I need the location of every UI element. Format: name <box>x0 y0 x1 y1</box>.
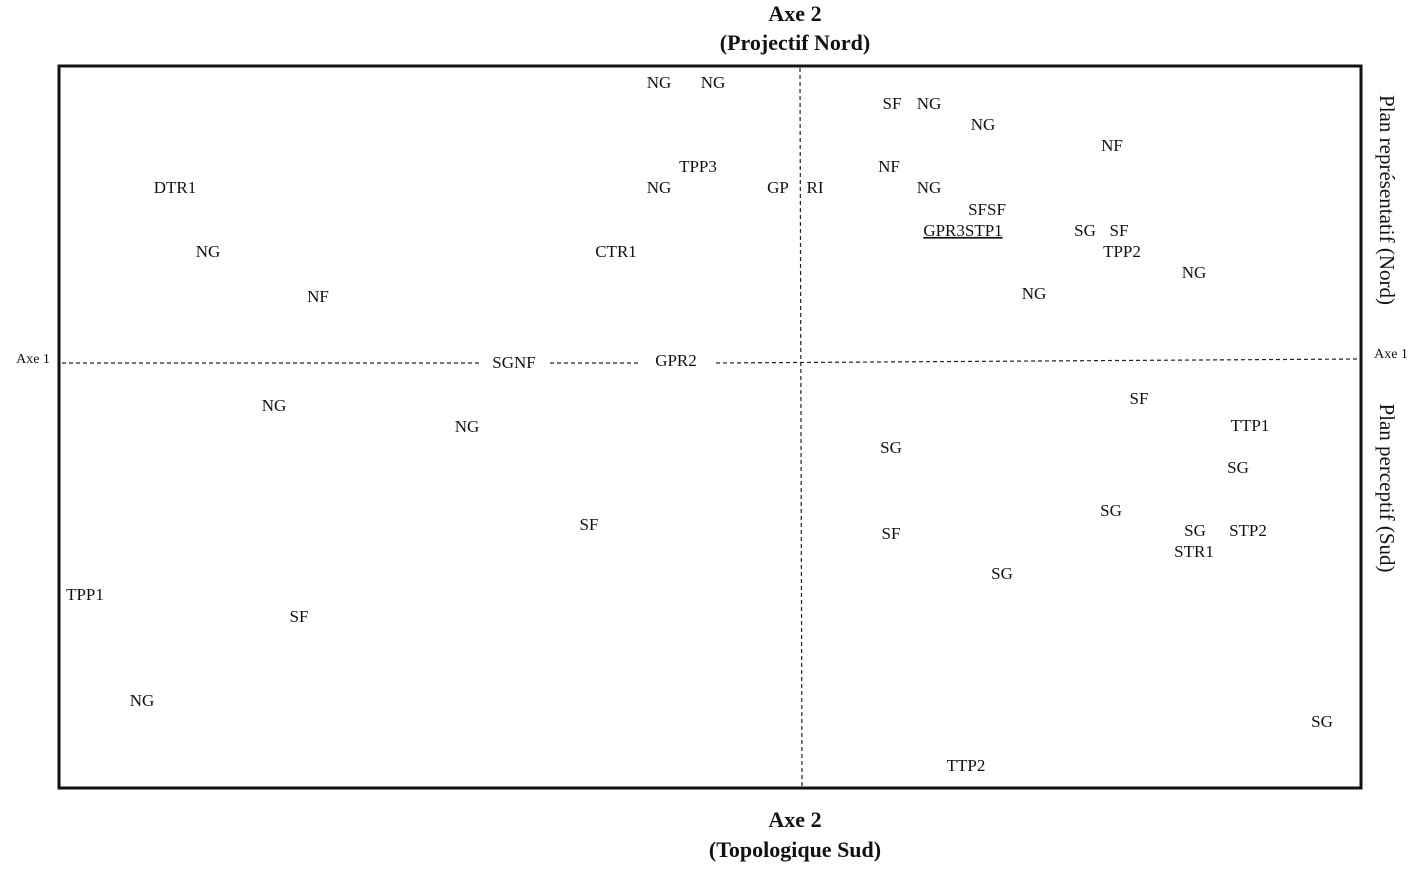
point-label: SFSF <box>968 200 1006 219</box>
point-label: CTR1 <box>595 242 637 261</box>
point-label: TTP2 <box>947 756 986 775</box>
axis1-left-label: Axe 1 <box>16 352 50 367</box>
point-label: SF <box>580 515 599 534</box>
point-label: SG <box>1074 221 1096 240</box>
point-label: NG <box>647 73 672 92</box>
point-label: NF <box>878 157 900 176</box>
point-label: SG <box>991 564 1013 583</box>
point-label: NG <box>130 691 155 710</box>
point-label: DTR1 <box>154 178 197 197</box>
bottom-title: Axe 2 <box>768 807 821 832</box>
point-label: SG <box>1100 501 1122 520</box>
point-label: NG <box>455 417 480 436</box>
point-label: NG <box>1182 263 1207 282</box>
point-label: SG <box>1311 712 1333 731</box>
point-label: NG <box>1022 284 1047 303</box>
point-label: NG <box>971 115 996 134</box>
point-label: GPR2 <box>655 351 697 370</box>
point-label: RI <box>807 178 824 197</box>
point-label: SF <box>882 524 901 543</box>
point-label: TPP2 <box>1103 242 1141 261</box>
point-label: SG <box>880 438 902 457</box>
point-label: NF <box>1101 136 1123 155</box>
frame <box>57 64 1363 790</box>
top-subtitle: (Projectif Nord) <box>720 30 870 55</box>
point-label: NG <box>917 94 942 113</box>
point-label: SF <box>290 607 309 626</box>
point-label: SGNF <box>492 353 535 372</box>
point-label: GP <box>767 178 789 197</box>
point-label: STP2 <box>1229 521 1267 540</box>
point-label: TPP1 <box>66 585 104 604</box>
top-title: Axe 2 <box>768 1 821 26</box>
bottom-subtitle: (Topologique Sud) <box>709 837 881 862</box>
point-label: SG <box>1227 458 1249 477</box>
axis1-right-label: Axe 1 <box>1374 347 1408 362</box>
axis1-line <box>715 358 1360 364</box>
point-label: TTP1 <box>1231 416 1270 435</box>
point-label: NG <box>917 178 942 197</box>
point-label: STR1 <box>1174 542 1214 561</box>
point-label: NG <box>262 396 287 415</box>
point-label: SF <box>1130 389 1149 408</box>
point-label: GPR3STP1 <box>923 221 1002 240</box>
axis2-line <box>799 67 803 787</box>
point-label: SG <box>1184 521 1206 540</box>
right-label-south: Plan perceptif (Sud) <box>1375 403 1399 572</box>
right-label-north: Plan représentatif (Nord) <box>1375 95 1399 305</box>
point-label: NF <box>307 287 329 306</box>
point-label: SF <box>1110 221 1129 240</box>
point-label: NG <box>647 178 672 197</box>
point-label: TPP3 <box>679 157 717 176</box>
point-label: NG <box>701 73 726 92</box>
point-label: SF <box>883 94 902 113</box>
point-label: NG <box>196 242 221 261</box>
